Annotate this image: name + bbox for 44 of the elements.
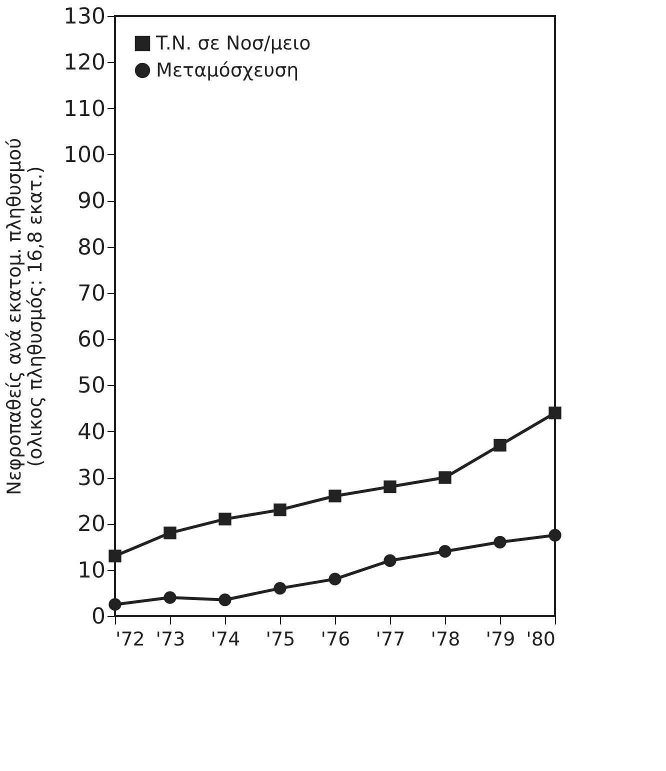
x-tick-label: '72 bbox=[116, 628, 145, 650]
point bbox=[108, 598, 122, 611]
y-tick-label: 20 bbox=[78, 512, 106, 538]
y-tick-label: 0 bbox=[92, 604, 106, 630]
point bbox=[108, 550, 122, 562]
y-tick-label: 60 bbox=[78, 328, 106, 353]
point bbox=[274, 504, 286, 516]
point bbox=[494, 536, 506, 548]
point bbox=[218, 512, 232, 526]
point bbox=[274, 582, 286, 595]
x-tick-label: '74 bbox=[210, 628, 240, 650]
x-tick-label: '77 bbox=[376, 628, 406, 650]
y-tick-label: 90 bbox=[78, 189, 106, 214]
point bbox=[384, 554, 396, 567]
y-tick-label: 40 bbox=[78, 420, 106, 445]
point bbox=[384, 480, 396, 494]
legend-label: T.N. σε Νοσ/μειο bbox=[155, 32, 311, 54]
y-axis-title: Νεφροπαθείς ανά εκατομ. πληθυσμού (ολικος πληθυσμός: 16,8 εκατ.) bbox=[4, 138, 47, 496]
y-tick-label: 110 bbox=[64, 96, 106, 122]
y-tick-label: 80 bbox=[78, 235, 106, 260]
y-tick-label: 30 bbox=[78, 466, 106, 492]
point bbox=[438, 471, 452, 484]
y-tick-label: 10 bbox=[78, 558, 106, 584]
x-tick-label: '79 bbox=[486, 628, 516, 650]
point bbox=[164, 591, 176, 604]
point bbox=[548, 406, 562, 420]
y-tick-label: 130 bbox=[64, 4, 106, 30]
point bbox=[164, 526, 176, 540]
y-tick-label: 50 bbox=[78, 374, 106, 399]
x-tick-label: '78 bbox=[430, 628, 460, 650]
x-tick-label: '80 bbox=[526, 628, 556, 650]
point bbox=[548, 528, 562, 542]
y-tick-label: 120 bbox=[64, 50, 106, 76]
x-tick-label: '76 bbox=[320, 628, 350, 650]
point bbox=[218, 594, 232, 606]
point bbox=[438, 545, 452, 558]
point bbox=[494, 438, 506, 452]
y-tick-label: 70 bbox=[78, 281, 106, 306]
x-tick-label: '75 bbox=[266, 628, 296, 650]
point bbox=[328, 572, 342, 586]
x-tick-label: '73 bbox=[156, 628, 186, 650]
y-tick-label: 100 bbox=[64, 142, 106, 168]
legend-label: Μεταμόσχευση bbox=[156, 60, 299, 82]
point bbox=[328, 490, 342, 502]
